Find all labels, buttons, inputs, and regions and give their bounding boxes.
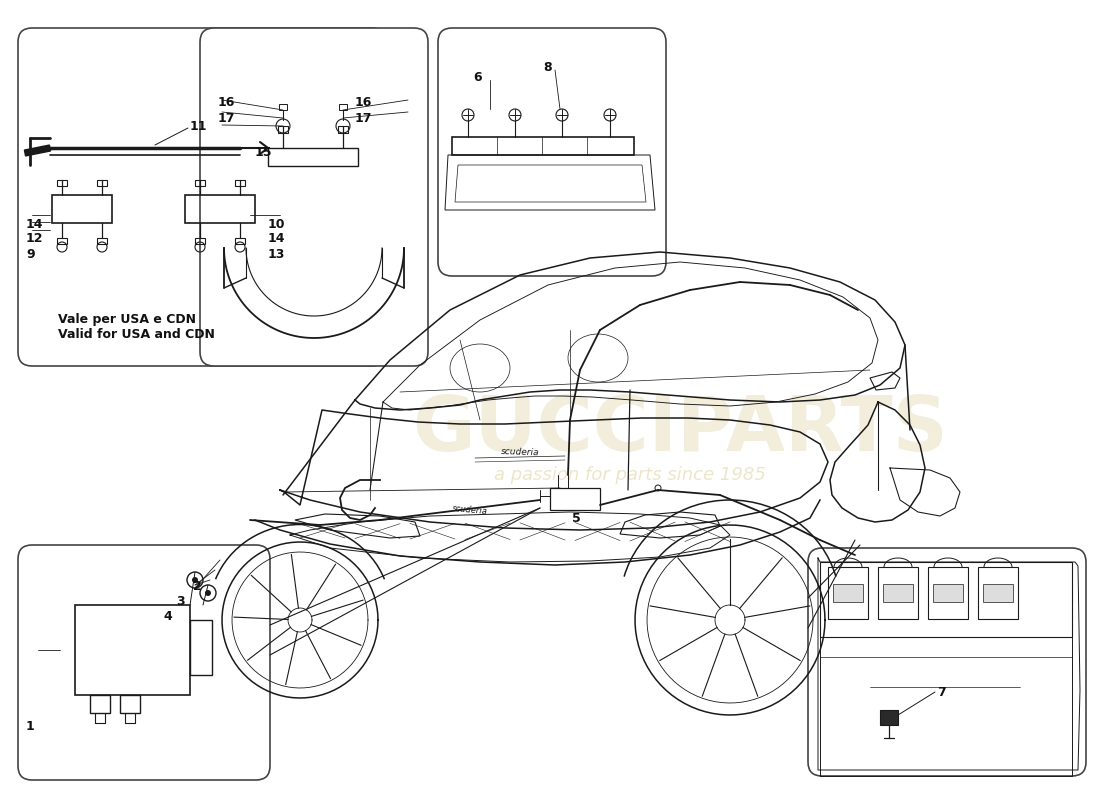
Bar — [880, 710, 898, 725]
Bar — [235, 180, 245, 186]
Bar — [279, 104, 287, 110]
Bar — [978, 567, 1018, 619]
Text: Valid for USA and CDN: Valid for USA and CDN — [58, 328, 214, 341]
FancyBboxPatch shape — [438, 28, 666, 276]
FancyBboxPatch shape — [18, 28, 386, 366]
Text: 14: 14 — [26, 218, 44, 231]
FancyBboxPatch shape — [200, 28, 428, 366]
Text: 6: 6 — [473, 71, 482, 84]
Text: GUCCIPARTS: GUCCIPARTS — [412, 393, 948, 467]
Bar — [820, 562, 1072, 637]
Text: 17: 17 — [218, 112, 235, 125]
Bar — [828, 567, 868, 619]
Text: 10: 10 — [268, 218, 286, 231]
Circle shape — [205, 590, 211, 596]
Bar — [338, 126, 348, 133]
Bar — [268, 148, 358, 166]
Text: 12: 12 — [26, 232, 44, 245]
Bar — [185, 195, 255, 223]
Bar — [820, 637, 1072, 776]
Bar — [928, 567, 968, 619]
Text: 15: 15 — [255, 146, 273, 159]
Text: 8: 8 — [543, 61, 551, 74]
Text: 16: 16 — [218, 96, 235, 109]
Text: 1: 1 — [26, 720, 35, 733]
Bar — [75, 605, 190, 695]
Bar — [195, 180, 205, 186]
Text: 3: 3 — [176, 595, 185, 608]
Text: 7: 7 — [937, 686, 946, 699]
Bar — [883, 584, 913, 602]
Text: 17: 17 — [355, 112, 373, 125]
FancyBboxPatch shape — [18, 545, 270, 780]
Text: a passion for parts since 1985: a passion for parts since 1985 — [494, 466, 766, 484]
Circle shape — [192, 577, 198, 583]
Bar — [190, 620, 212, 675]
Bar — [235, 238, 245, 244]
Text: 2: 2 — [192, 580, 201, 593]
Bar — [97, 238, 107, 244]
Text: scuderia: scuderia — [452, 504, 488, 516]
Bar — [339, 104, 346, 110]
Bar — [195, 238, 205, 244]
FancyBboxPatch shape — [808, 548, 1086, 776]
Bar — [97, 180, 107, 186]
Text: 16: 16 — [355, 96, 373, 109]
Text: 13: 13 — [268, 248, 285, 261]
Text: Vale per USA e CDN: Vale per USA e CDN — [58, 313, 196, 326]
Bar — [452, 137, 634, 155]
Bar — [57, 180, 67, 186]
Bar — [933, 584, 962, 602]
FancyArrow shape — [24, 145, 51, 156]
Text: 5: 5 — [572, 512, 581, 525]
Bar — [878, 567, 918, 619]
Bar — [278, 126, 288, 133]
Bar — [52, 195, 112, 223]
Text: 14: 14 — [268, 232, 286, 245]
Bar — [833, 584, 864, 602]
Text: scuderia: scuderia — [500, 447, 539, 457]
Text: 9: 9 — [26, 248, 34, 261]
Bar — [57, 238, 67, 244]
Bar — [90, 695, 110, 713]
Text: 4: 4 — [163, 610, 172, 623]
Bar — [983, 584, 1013, 602]
Bar — [120, 695, 140, 713]
Text: 11: 11 — [190, 120, 208, 133]
